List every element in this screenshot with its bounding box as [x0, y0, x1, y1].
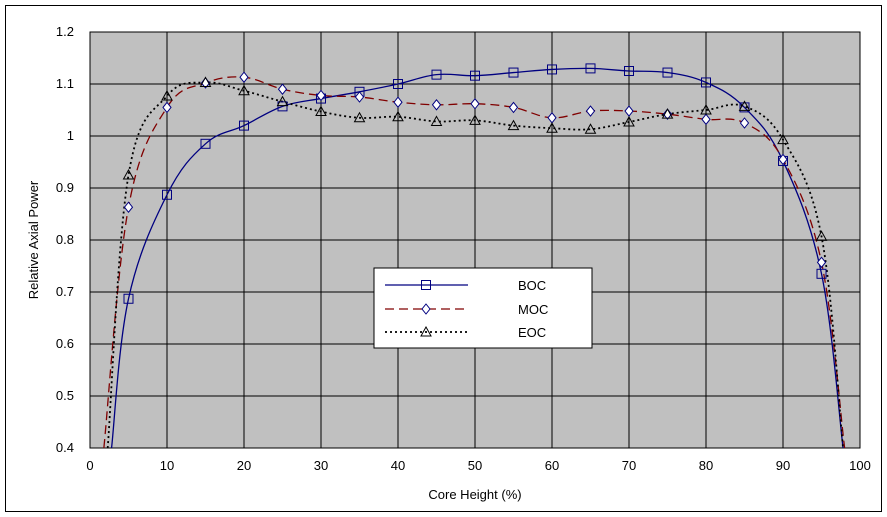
data-point-boc [393, 79, 403, 89]
data-point-eoc [276, 95, 289, 107]
legend: BOC MOC EOC [373, 267, 593, 349]
data-point-eoc [700, 103, 712, 115]
data-point-boc [508, 67, 519, 78]
data-point-eoc [238, 84, 250, 96]
data-point-boc [662, 67, 673, 78]
data-point-boc [239, 120, 249, 131]
data-point-boc [431, 69, 442, 80]
data-point-boc [739, 102, 750, 113]
y-tick-label: 0.5 [56, 388, 74, 403]
data-point-eoc [315, 105, 327, 117]
legend-label-moc: MOC [518, 302, 548, 317]
data-point-boc [547, 64, 557, 75]
data-point-boc [816, 268, 827, 279]
data-point-moc [778, 153, 788, 166]
x-tick-label: 50 [468, 458, 482, 473]
data-point-boc [162, 189, 172, 200]
data-point-boc [585, 63, 596, 74]
data-point-moc [662, 108, 673, 120]
data-point-moc [162, 101, 172, 114]
legend-box [373, 267, 593, 349]
series-line-moc [103, 76, 846, 448]
data-point-eoc [199, 76, 212, 87]
data-point-moc [277, 83, 288, 96]
data-point-moc [316, 89, 326, 102]
x-tick-label: 70 [622, 458, 636, 473]
data-point-eoc [430, 115, 443, 126]
x-tick-label: 0 [86, 458, 93, 473]
data-point-boc [470, 70, 480, 81]
y-tick-label: 0.7 [56, 284, 74, 299]
data-point-moc [239, 71, 249, 84]
data-point-boc [624, 66, 634, 76]
data-point-eoc [161, 89, 173, 101]
data-point-moc [508, 101, 519, 114]
y-tick-label: 0.9 [56, 180, 74, 195]
data-point-moc [431, 98, 442, 111]
data-point-eoc [661, 108, 674, 119]
data-point-eoc [546, 122, 558, 133]
data-point-boc [277, 101, 288, 112]
y-tick-label: 0.6 [56, 336, 74, 351]
series-layer [103, 67, 846, 448]
x-tick-label: 90 [776, 458, 790, 473]
x-tick-label: 60 [545, 458, 559, 473]
data-point-eoc [584, 123, 597, 134]
legend-marker-boc [421, 280, 431, 290]
data-point-moc [816, 256, 827, 269]
y-tick-label: 1.2 [56, 24, 74, 39]
y-tick-label: 1 [67, 128, 74, 143]
data-point-eoc [392, 110, 404, 122]
x-tick-label: 80 [699, 458, 713, 473]
legend-marker-moc [421, 303, 431, 315]
y-tick-label: 0.4 [56, 440, 74, 455]
data-point-moc [739, 117, 750, 129]
x-tick-label: 10 [160, 458, 174, 473]
y-tick-label: 1.1 [56, 76, 74, 91]
data-point-moc [585, 105, 596, 117]
data-point-eoc [815, 230, 828, 241]
legend-label-boc: BOC [518, 278, 546, 293]
data-point-moc [354, 91, 365, 103]
tick-labels: 0 10 20 30 40 50 60 70 80 90 100 0.4 0.5 0.6 0.7 0.8 0.9… [56, 24, 871, 473]
legend-marker-eoc [420, 325, 432, 337]
x-tick-label: 100 [849, 458, 871, 473]
y-axis-title: Relative Axial Power [26, 180, 41, 299]
legend-label-eoc: EOC [518, 325, 546, 340]
data-point-eoc [623, 115, 635, 127]
data-point-eoc [469, 114, 481, 125]
series-line-boc [110, 67, 844, 448]
y-tick-label: 0.8 [56, 232, 74, 247]
x-tick-label: 20 [237, 458, 251, 473]
marker-layer [122, 63, 828, 304]
data-point-moc [393, 96, 403, 109]
x-tick-label: 40 [391, 458, 405, 473]
data-point-eoc [777, 133, 789, 145]
data-point-boc [200, 138, 211, 149]
data-point-boc [701, 77, 711, 88]
data-point-boc [123, 293, 134, 304]
x-tick-label: 30 [314, 458, 328, 473]
series-line-eoc [106, 81, 844, 448]
data-point-eoc [353, 111, 366, 123]
data-point-moc [470, 97, 480, 110]
data-point-eoc [738, 100, 751, 111]
x-axis-title: Core Height (%) [428, 487, 521, 502]
data-point-eoc [122, 168, 135, 180]
data-point-eoc [507, 119, 520, 131]
data-point-moc [701, 113, 711, 126]
data-point-moc [123, 201, 134, 214]
